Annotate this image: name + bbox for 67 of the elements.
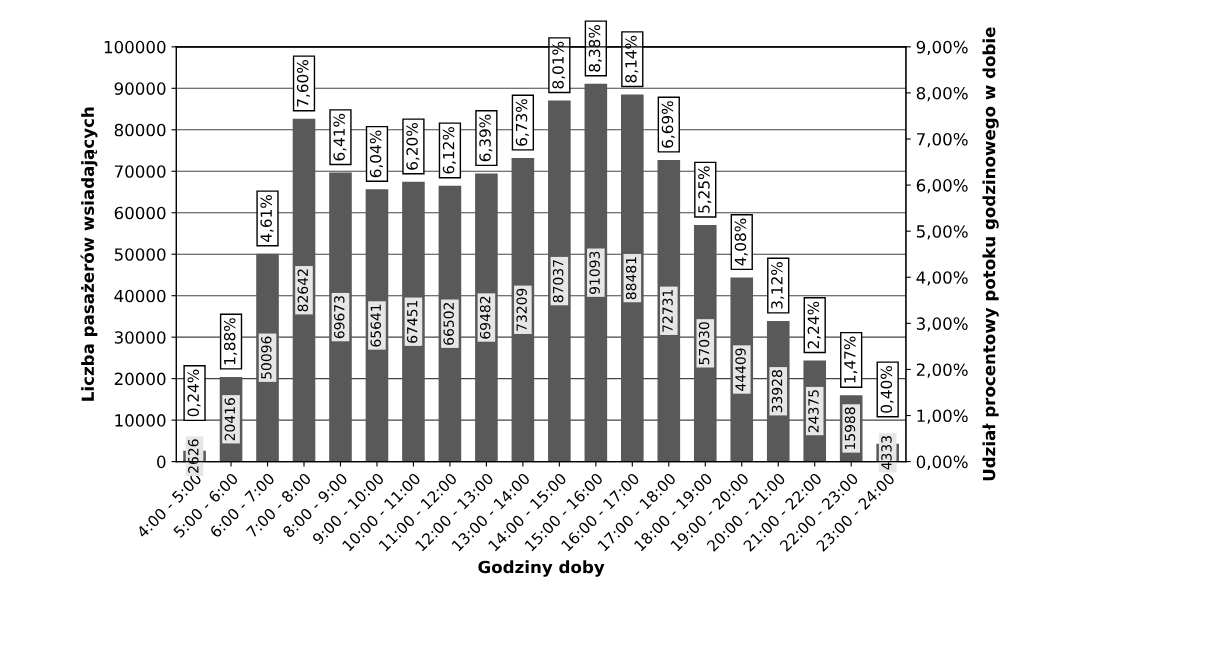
y-tick-label: 10000 xyxy=(115,414,166,427)
bar xyxy=(475,173,498,462)
annotation: 6,20% xyxy=(406,123,420,170)
annotation: 6,12% xyxy=(442,126,456,174)
annotation: 1,88% xyxy=(223,318,238,365)
data-label: 2626 xyxy=(188,439,199,473)
annotation: 6,39% xyxy=(479,114,493,162)
data-label: 82642 xyxy=(297,269,309,312)
data-label: 72731 xyxy=(662,289,673,332)
annotation: 6,69% xyxy=(661,101,675,148)
y-tick-label: 50000 xyxy=(114,248,166,261)
y2-tick-label: 4,00% xyxy=(916,271,968,286)
data-label: 69482 xyxy=(479,296,491,339)
bar xyxy=(402,181,425,462)
annotation: 6,04% xyxy=(369,130,383,178)
data-label: 69673 xyxy=(334,296,345,339)
data-label: 33928 xyxy=(771,370,783,413)
data-label: 44409 xyxy=(735,348,746,391)
annotation: 8,01% xyxy=(552,41,566,89)
annotation: 2,24% xyxy=(807,301,821,349)
y2-tick-label: 7,00% xyxy=(917,132,968,148)
y2-tick-label: 8,00% xyxy=(916,86,968,102)
y2-tick-label: 0,00% xyxy=(916,455,968,470)
y-tick-label: 20000 xyxy=(114,372,166,386)
y-tick-label: 80000 xyxy=(114,123,166,137)
data-label: 20416 xyxy=(224,398,236,441)
y2-tick-label: 2,00% xyxy=(916,363,968,378)
y-tick-label: 0 xyxy=(157,455,166,469)
annotation: 0,40% xyxy=(880,366,894,413)
y-tick-label: 70000 xyxy=(114,165,166,178)
data-label: 88481 xyxy=(625,257,637,300)
annotation: 3,12% xyxy=(771,262,785,309)
y2-tick-label: 9,00% xyxy=(916,40,968,56)
annotation: 0,24% xyxy=(187,369,201,417)
data-label: 65641 xyxy=(370,304,381,347)
y-axis-title: Liczba pasażerów wsiadających xyxy=(80,107,98,401)
data-label: 24375 xyxy=(808,390,819,433)
data-label: 66502 xyxy=(443,302,454,345)
data-label: 50096 xyxy=(261,336,272,379)
annotation: 8,14% xyxy=(625,35,639,83)
annotation: 6,73% xyxy=(515,99,529,146)
y-tick-label: 40000 xyxy=(114,289,166,303)
y-tick-label: 60000 xyxy=(114,206,166,220)
y2-tick-label: 3,00% xyxy=(916,317,968,332)
x-axis-title: Godziny doby xyxy=(478,560,605,577)
y2-axis-title: Udział procentowy potoku godzinowego w dobie xyxy=(982,27,999,481)
y2-tick-label: 5,00% xyxy=(916,225,968,240)
annotation: 1,47% xyxy=(844,336,858,383)
y-tick-label: 30000 xyxy=(114,331,166,344)
data-label: 73209 xyxy=(516,288,527,331)
data-label: 87037 xyxy=(552,260,564,303)
annotation: 6,41% xyxy=(333,113,347,161)
annotation: 5,25% xyxy=(698,166,712,213)
annotation: 4,61% xyxy=(260,195,274,242)
data-label: 15988 xyxy=(844,407,856,450)
annotation: 7,60% xyxy=(296,60,310,107)
data-label: 4333 xyxy=(881,436,892,470)
y2-tick-label: 1,00% xyxy=(917,409,968,424)
data-label: 67451 xyxy=(406,300,418,343)
y-tick-label: 100000 xyxy=(104,40,166,54)
bar xyxy=(329,172,352,462)
data-label: 57030 xyxy=(698,322,710,365)
annotation: 8,38% xyxy=(588,24,602,72)
y2-tick-label: 6,00% xyxy=(916,179,968,194)
data-label: 91093 xyxy=(589,251,600,294)
y-tick-label: 90000 xyxy=(114,82,166,95)
annotation: 4,08% xyxy=(734,218,748,266)
